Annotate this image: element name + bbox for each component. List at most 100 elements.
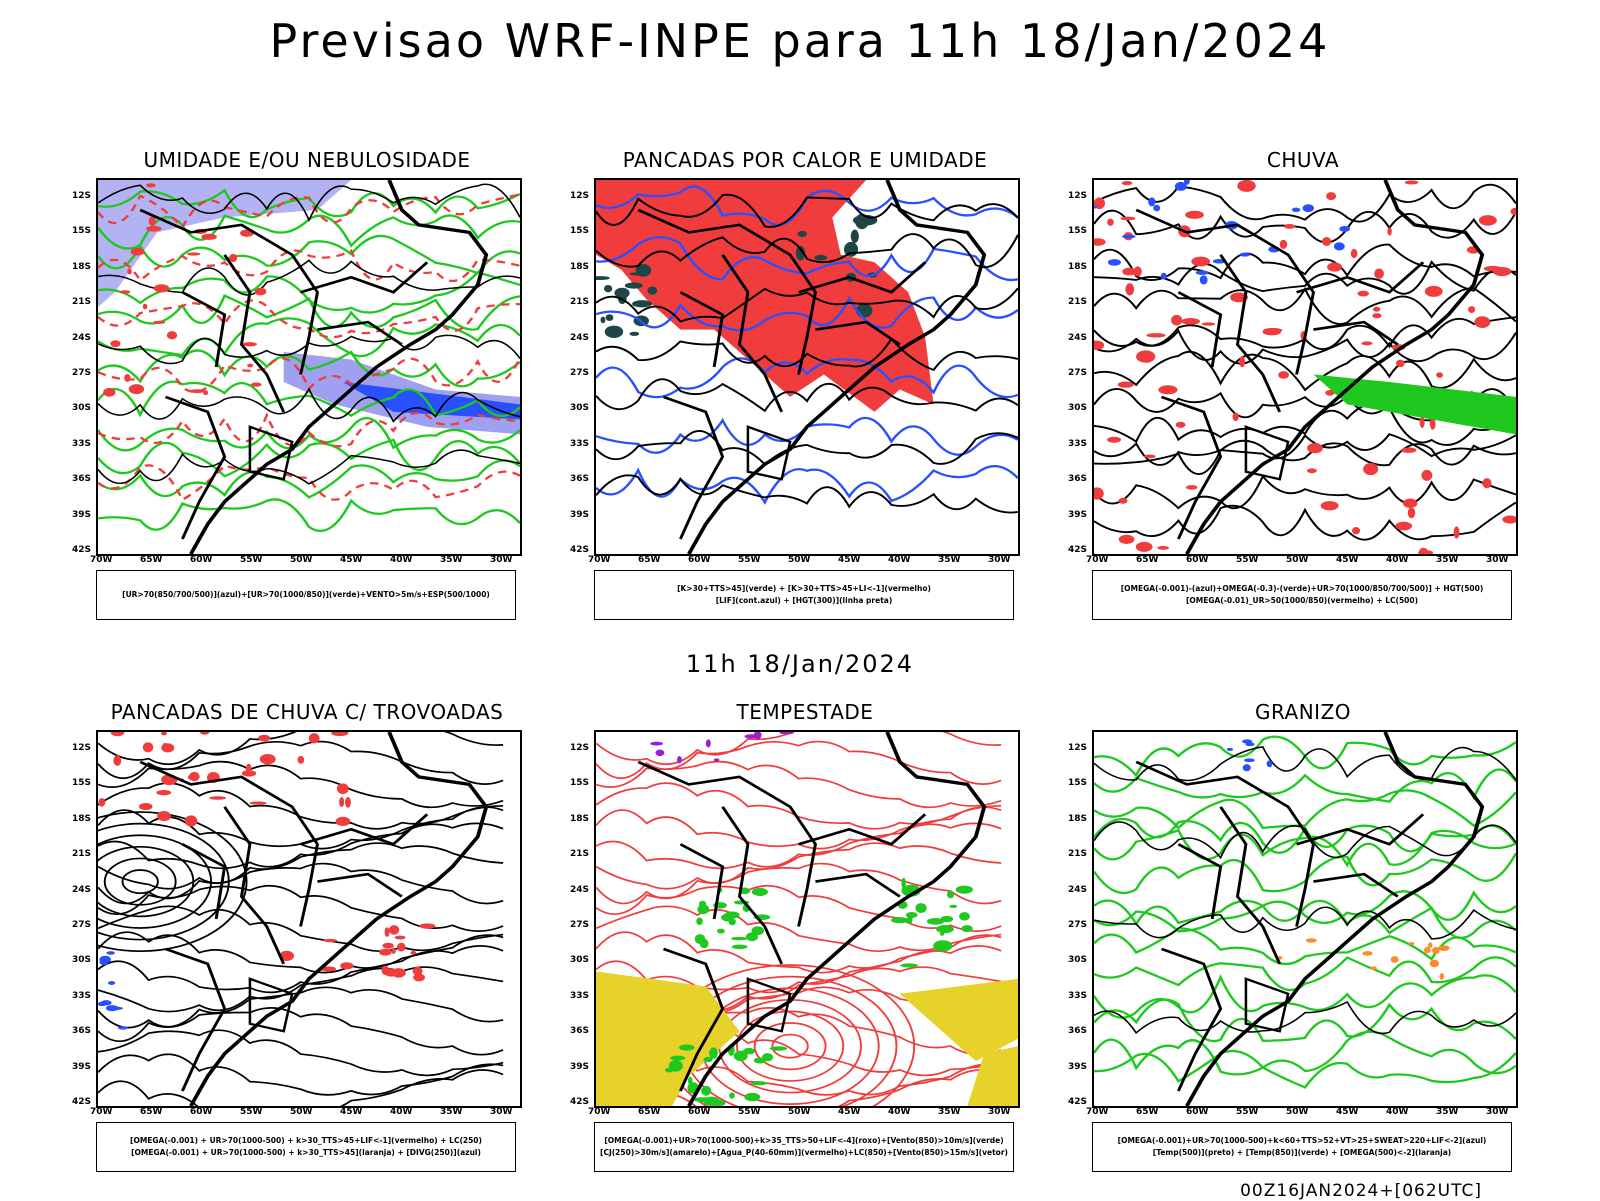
longitude-label: 60W xyxy=(688,1107,711,1117)
legend-line: [Temp(500)](preto) + [Temp(850)](verde) … xyxy=(1152,1148,1452,1157)
panel-legend: [OMEGA(-0.001) + UR>70(1000-500) + k>30_… xyxy=(96,1122,516,1172)
longitude-label: 70W xyxy=(90,555,113,565)
longitude-label: 60W xyxy=(1186,1107,1209,1117)
latitude-label: 12S xyxy=(72,743,92,753)
latitude-label: 27S xyxy=(570,920,590,930)
page-title: Previsao WRF-INPE para 11h 18/Jan/2024 xyxy=(269,14,1331,68)
latitude-label: 42S xyxy=(72,545,92,555)
latitude-label: 15S xyxy=(72,778,92,789)
map-canvas xyxy=(98,180,520,554)
longitude-label: 35W xyxy=(938,555,961,565)
latitude-label: 33S xyxy=(1068,990,1088,1001)
longitude-label: 40W xyxy=(390,1107,413,1117)
latitude-label: 36S xyxy=(72,474,92,485)
latitude-label: 36S xyxy=(1068,1026,1088,1037)
map-canvas xyxy=(1094,732,1516,1106)
longitude-label: 30W xyxy=(988,555,1011,565)
forecast-map xyxy=(96,730,522,1108)
legend-line: [LIF](cont.azul) + [HGT(300)](linha pret… xyxy=(715,596,893,605)
map-canvas xyxy=(596,732,1018,1106)
longitude-label: 45W xyxy=(838,555,861,565)
longitude-label: 35W xyxy=(440,1107,463,1117)
latitude-label: 42S xyxy=(1068,545,1088,555)
latitude-label: 36S xyxy=(570,474,590,485)
legend-line: [CJ(250)>30m/s](amarelo)+[Agua_P(40-60mm… xyxy=(600,1148,1008,1157)
latitude-label: 36S xyxy=(570,1026,590,1037)
forecast-map xyxy=(594,178,1020,556)
longitude-label: 60W xyxy=(1186,555,1209,565)
panel-title: GRANIZO xyxy=(1254,700,1352,724)
latitude-label: 39S xyxy=(570,1061,590,1072)
latitude-label: 39S xyxy=(1068,1061,1088,1072)
longitude-label: 65W xyxy=(140,555,163,565)
longitude-label: 40W xyxy=(888,1107,911,1117)
panel-title: CHUVA xyxy=(1266,148,1340,172)
latitude-label: 21S xyxy=(72,849,92,860)
latitude-label: 27S xyxy=(1068,368,1088,378)
latitude-label: 15S xyxy=(72,226,92,237)
latitude-label: 21S xyxy=(570,849,590,860)
panel-legend: [OMEGA(-0.001)+UR>70(1000-500)+k>35_TTS>… xyxy=(594,1122,1014,1172)
forecast-time-subtitle: 11h 18/Jan/2024 xyxy=(685,650,915,678)
longitude-label: 45W xyxy=(1336,555,1359,565)
latitude-label: 33S xyxy=(1068,438,1088,449)
longitude-label: 70W xyxy=(588,1107,611,1117)
latitude-label: 36S xyxy=(72,1026,92,1037)
longitude-label: 60W xyxy=(190,555,213,565)
latitude-label: 33S xyxy=(72,438,92,449)
latitude-label: 21S xyxy=(1068,297,1088,308)
latitude-label: 18S xyxy=(72,261,92,272)
latitude-label: 42S xyxy=(1068,1097,1088,1107)
longitude-label: 55W xyxy=(738,555,761,565)
longitude-label: 45W xyxy=(340,1107,363,1117)
longitude-label: 50W xyxy=(788,1107,811,1117)
latitude-label: 42S xyxy=(72,1097,92,1107)
latitude-label: 30S xyxy=(72,955,92,966)
latitude-label: 12S xyxy=(1068,743,1088,753)
longitude-label: 45W xyxy=(340,555,363,565)
longitude-label: 55W xyxy=(1236,1107,1259,1117)
latitude-label: 15S xyxy=(570,778,590,789)
latitude-label: 18S xyxy=(1068,261,1088,272)
latitude-label: 24S xyxy=(1068,332,1088,343)
panel-title: PANCADAS DE CHUVA C/ TROVOADAS xyxy=(110,700,504,724)
legend-line: [OMEGA(-0.001) + UR>70(1000-500) + k>30_… xyxy=(130,1136,482,1145)
latitude-label: 12S xyxy=(570,191,590,201)
latitude-label: 18S xyxy=(1068,813,1088,824)
longitude-label: 40W xyxy=(1386,1107,1409,1117)
latitude-label: 30S xyxy=(1068,955,1088,966)
latitude-label: 30S xyxy=(570,403,590,414)
longitude-label: 45W xyxy=(838,1107,861,1117)
longitude-label: 60W xyxy=(688,555,711,565)
longitude-label: 70W xyxy=(1086,1107,1109,1117)
latitude-label: 33S xyxy=(72,990,92,1001)
panel-legend: [K>30+TTS>45](verde) + [K>30+TTS>45+LI<-… xyxy=(594,570,1014,620)
latitude-label: 21S xyxy=(72,297,92,308)
latitude-label: 24S xyxy=(72,332,92,343)
longitude-label: 50W xyxy=(1286,1107,1309,1117)
latitude-label: 12S xyxy=(570,743,590,753)
longitude-label: 70W xyxy=(90,1107,113,1117)
latitude-label: 36S xyxy=(1068,474,1088,485)
longitude-label: 65W xyxy=(638,1107,661,1117)
latitude-label: 21S xyxy=(1068,849,1088,860)
longitude-label: 55W xyxy=(1236,555,1259,565)
map-canvas xyxy=(98,732,504,1106)
legend-line: [K>30+TTS>45](verde) + [K>30+TTS>45+LI<-… xyxy=(677,584,931,593)
latitude-label: 18S xyxy=(570,261,590,272)
panel-legend: [OMEGA(-0.001)-(azul)+OMEGA(-0.3)-(verde… xyxy=(1092,570,1512,620)
forecast-map xyxy=(96,178,522,556)
longitude-label: 40W xyxy=(888,555,911,565)
longitude-label: 65W xyxy=(1136,1107,1159,1117)
latitude-label: 15S xyxy=(1068,226,1088,237)
longitude-label: 65W xyxy=(140,1107,163,1117)
latitude-label: 42S xyxy=(570,545,590,555)
latitude-label: 39S xyxy=(570,509,590,520)
latitude-label: 39S xyxy=(1068,509,1088,520)
legend-line: [OMEGA(-0.001) + UR>70(1000-500) + k>30_… xyxy=(131,1148,481,1157)
legend-line: [OMEGA(-0.001)+UR>70(1000-500)+k<60+TTS>… xyxy=(1117,1136,1487,1145)
longitude-label: 50W xyxy=(290,555,313,565)
panel-legend: [UR>70(850/700/500)](azul)+[UR>70(1000/8… xyxy=(96,570,516,620)
longitude-label: 65W xyxy=(638,555,661,565)
longitude-label: 35W xyxy=(1436,555,1459,565)
